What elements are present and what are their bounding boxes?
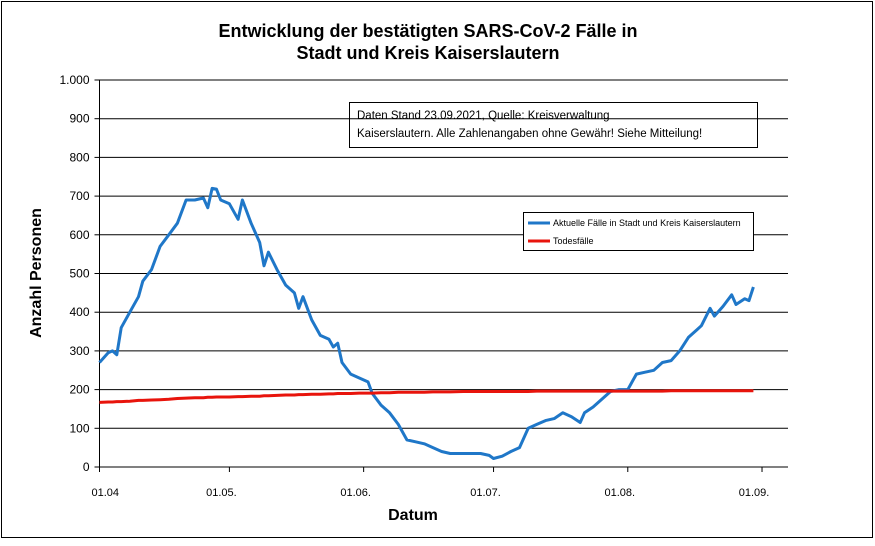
legend: Aktuelle Fälle in Stadt und Kreis Kaiser…	[523, 212, 754, 251]
y-tick-label: 100	[69, 421, 89, 435]
y-tick-label: 500	[69, 267, 89, 281]
series-line	[98, 186, 755, 460]
x-axis-label: Datum	[388, 507, 438, 524]
annotation: Daten Stand 23.09.2021, Quelle: Kreisver…	[357, 110, 610, 122]
legend-label: Aktuelle Fälle in Stadt und Kreis Kaiser…	[553, 218, 741, 228]
chart-title: Entwicklung der bestätigten SARS-CoV-2 F…	[218, 21, 637, 41]
x-tick-label: 01.08.	[604, 487, 635, 499]
y-tick-label: 900	[69, 112, 89, 126]
x-tick-label: 01.09.	[739, 487, 770, 499]
y-tick-label: 0	[83, 460, 90, 474]
x-tick-label: 01.05.	[206, 487, 237, 499]
series-line	[99, 389, 754, 404]
y-tick-label: 200	[69, 383, 89, 397]
legend-box	[523, 212, 754, 251]
y-tick-label: 600	[69, 228, 89, 242]
y-tick-label: 300	[69, 344, 89, 358]
y-tick-label: 400	[69, 305, 89, 319]
annotation-box	[349, 102, 758, 148]
y-tick-label: 1.000	[59, 73, 89, 87]
y-tick-label: 800	[69, 150, 89, 164]
annotation: Kaiserslautern. Alle Zahlenangaben ohne …	[357, 128, 702, 140]
y-axis-label: Anzahl Personen	[28, 208, 45, 338]
chart-title: Stadt und Kreis Kaiserslautern	[296, 43, 559, 63]
y-tick-label: 700	[69, 189, 89, 203]
x-tick-label: 01.07.	[470, 487, 501, 499]
x-tick-label: 01.06.	[340, 487, 371, 499]
x-tick-label: 01.04	[92, 487, 120, 499]
legend-label: Todesfälle	[553, 236, 594, 246]
